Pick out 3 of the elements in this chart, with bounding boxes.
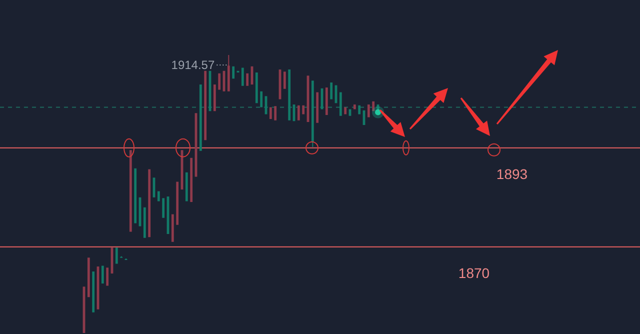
annotation: 1914.57	[171, 58, 215, 72]
text: 1893	[496, 166, 528, 182]
text: 1870	[458, 264, 490, 281]
